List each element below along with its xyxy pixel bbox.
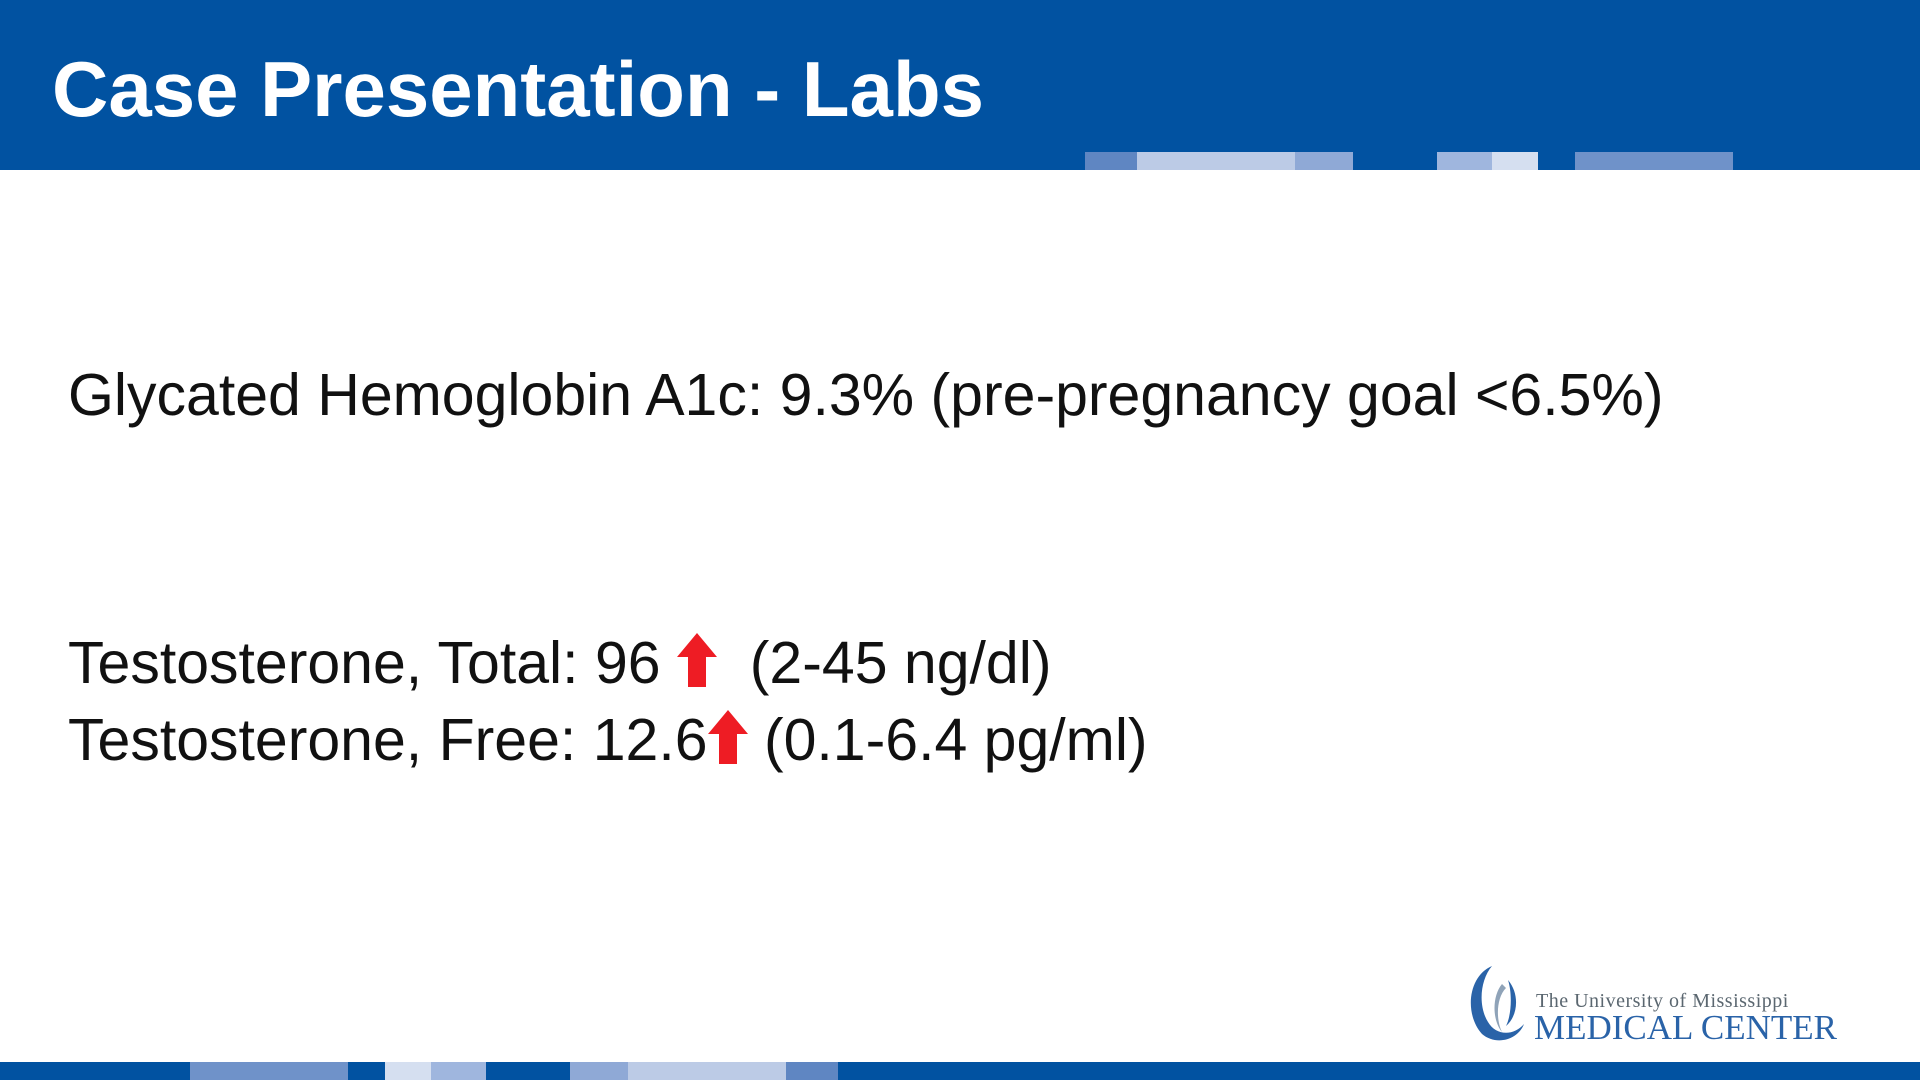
testosterone-total-label: Testosterone, Total: 96 [68,630,661,696]
testosterone-total-range: (2-45 ng/dl) [749,630,1052,696]
umc-logo-icon [1470,966,1524,1041]
high-arrow-icon [676,632,717,702]
testosterone-total-row: Testosterone, Total: 96 (2-45 ng/dl) [68,628,1052,702]
testosterone-free-label: Testosterone, Free: 12.6 [68,707,708,773]
umc-logo: The University of Mississippi MEDICAL CE… [1462,962,1862,1047]
logo-university-text: The University of Mississippi [1536,990,1789,1012]
slide-title: Case Presentation - Labs [52,45,984,133]
testosterone-free-range: (0.1-6.4 pg/ml) [763,707,1148,773]
footer-decoration [0,1062,1920,1080]
testosterone-free-row: Testosterone, Free: 12.6 (0.1-6.4 pg/ml) [68,705,1148,779]
a1c-result: Glycated Hemoglobin A1c: 9.3% (pre-pregn… [68,362,1664,428]
high-arrow-icon [707,709,748,779]
header-bar: Case Presentation - Labs [0,0,1920,170]
logo-medical-center-text: MEDICAL CENTER [1534,1008,1837,1047]
header-decoration [0,0,1920,172]
